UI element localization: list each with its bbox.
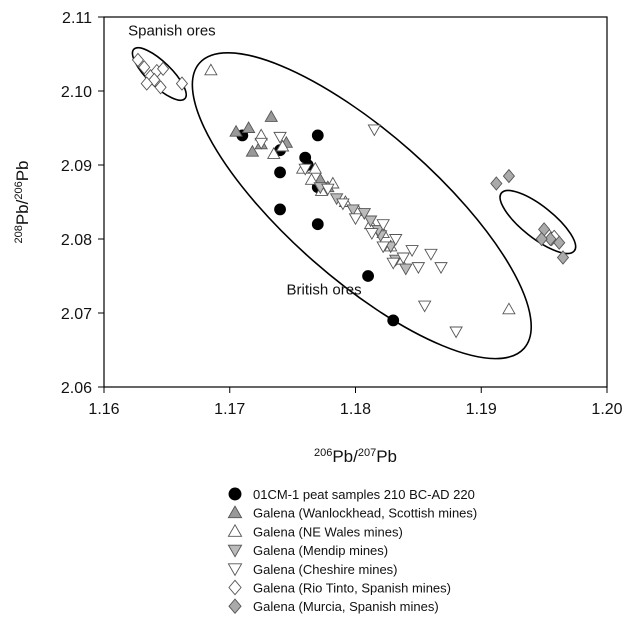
x-tick-label: 1.17 <box>214 401 245 418</box>
x-axis-title: 206Pb/207Pb <box>314 447 397 466</box>
plot-area: 1.16 1.17 1.18 1.19 1.20 2.06 2.07 2.08 2.09 2.10… <box>13 10 623 466</box>
data-point <box>229 124 243 137</box>
data-point <box>241 121 256 133</box>
group-ellipse <box>191 51 533 360</box>
legend-marker <box>227 544 243 558</box>
y-tick-label: 2.10 <box>61 84 92 101</box>
data-point <box>336 198 350 211</box>
legend-label: Galena (Murcia, Spanish mines) <box>253 599 439 614</box>
data-point <box>138 60 151 75</box>
x-tick-label: 1.16 <box>88 401 119 418</box>
data-point <box>274 203 286 216</box>
data-point <box>274 166 286 179</box>
series-5 <box>131 52 561 247</box>
data-point <box>396 252 411 265</box>
data-point <box>388 234 403 246</box>
annotation-label: Spanish ores <box>128 23 216 40</box>
data-point <box>544 231 557 247</box>
data-point <box>490 176 503 191</box>
x-tick-label: 1.20 <box>591 401 622 418</box>
y-tick-label: 2.09 <box>61 158 92 175</box>
legend-marker <box>227 563 243 577</box>
data-point <box>273 131 287 144</box>
data-point <box>386 257 401 270</box>
data-point <box>131 52 145 68</box>
legend-marker <box>228 598 242 615</box>
data-point <box>449 326 463 339</box>
data-point <box>157 61 170 76</box>
data-point <box>245 144 260 157</box>
data-point <box>411 262 426 275</box>
data-point <box>502 302 516 315</box>
x-tick-label: 1.18 <box>340 401 371 418</box>
data-point <box>502 168 516 184</box>
data-point <box>311 218 324 231</box>
legend-label: Galena (Wanlockhead, Scottish mines) <box>253 506 477 521</box>
data-point <box>254 137 268 150</box>
data-point <box>311 129 324 142</box>
data-point <box>417 300 432 313</box>
data-point <box>298 163 312 176</box>
data-point <box>363 215 378 228</box>
legend-label: Galena (Rio Tinto, Spanish mines) <box>253 581 451 596</box>
data-point <box>399 263 413 276</box>
y-tick-label: 2.11 <box>62 10 92 27</box>
legend-label: 01CM-1 peat samples 210 BC-AD 220 <box>253 487 475 502</box>
data-point <box>405 245 419 258</box>
data-point <box>365 228 379 240</box>
x-tick-label: 1.19 <box>466 401 497 418</box>
y-axis-title: 208Pb/206Pb <box>13 160 32 243</box>
y-tick-label: 2.07 <box>61 306 92 323</box>
legend-marker <box>227 505 243 519</box>
data-point <box>367 124 382 137</box>
series-4 <box>254 124 463 339</box>
data-point <box>346 204 360 217</box>
series-2 <box>204 63 516 315</box>
legend-marker <box>228 579 242 596</box>
legend-marker <box>227 523 243 537</box>
annotation-label: British ores <box>287 282 362 299</box>
legend-label: Galena (NE Wales mines) <box>253 524 403 539</box>
data-point <box>387 314 400 327</box>
data-point <box>376 241 390 254</box>
data-point <box>556 250 570 265</box>
data-point <box>434 262 448 275</box>
data-point <box>535 231 548 247</box>
data-point <box>308 161 323 174</box>
data-point <box>321 183 335 196</box>
data-point <box>424 248 438 261</box>
data-point <box>264 109 279 122</box>
data-point <box>348 213 363 226</box>
data-point <box>140 76 153 91</box>
y-tick-label: 2.08 <box>61 232 92 249</box>
data-point <box>376 219 390 232</box>
legend-label: Galena (Mendip mines) <box>253 543 388 558</box>
series-6 <box>490 168 570 265</box>
legend-marker <box>228 487 242 501</box>
y-tick-label: 2.06 <box>61 380 92 397</box>
legend: 01CM-1 peat samples 210 BC-AD 220 Galena … <box>227 487 477 615</box>
data-point <box>154 80 167 95</box>
data-point <box>266 146 281 159</box>
data-point <box>553 235 566 250</box>
data-point <box>204 63 218 76</box>
legend-label: Galena (Cheshire mines) <box>253 562 398 577</box>
data-point <box>275 139 290 152</box>
group-ellipse <box>499 189 577 255</box>
data-point <box>304 172 319 185</box>
data-point <box>175 76 189 91</box>
data-point <box>362 270 374 282</box>
